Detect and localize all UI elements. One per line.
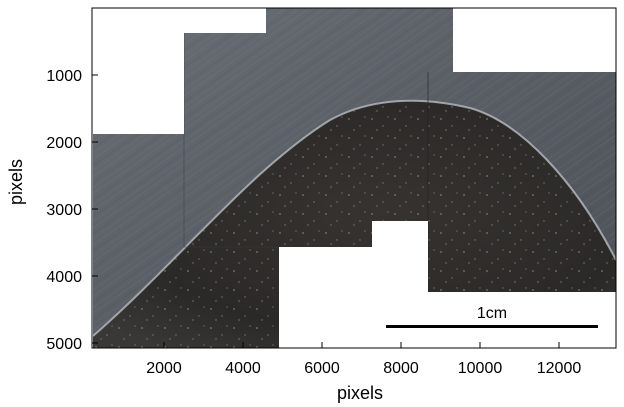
scale-bar-label: 1cm xyxy=(477,305,507,322)
scale-bar-line xyxy=(386,325,598,328)
missing-tile xyxy=(93,8,184,134)
x-tick-label: 10000 xyxy=(458,360,503,377)
y-tick-label: 3000 xyxy=(46,202,82,219)
missing-tile xyxy=(372,221,428,347)
scale-bar: 1cm xyxy=(386,305,598,328)
x-tick-label: 4000 xyxy=(225,360,261,377)
arc-edge xyxy=(93,99,616,337)
missing-tile xyxy=(184,8,266,33)
y-axis-title: pixels xyxy=(6,159,26,205)
x-tick-label: 12000 xyxy=(537,360,582,377)
y-axis: 1000 2000 3000 4000 5000 pixels xyxy=(6,68,98,353)
y-tick-label: 4000 xyxy=(46,269,82,286)
x-axis-title: pixels xyxy=(337,383,383,403)
x-axis: 2000 4000 6000 8000 10000 12000 pixels xyxy=(146,342,581,403)
y-tick-label: 2000 xyxy=(46,135,82,152)
x-tick-label: 6000 xyxy=(304,360,340,377)
y-tick-label: 5000 xyxy=(46,336,82,353)
missing-tile xyxy=(279,247,372,347)
x-tick-label: 8000 xyxy=(383,360,419,377)
x-tick-label: 2000 xyxy=(146,360,182,377)
y-tick-label: 1000 xyxy=(46,68,82,85)
missing-tile xyxy=(453,8,615,72)
missing-tile xyxy=(428,292,615,347)
